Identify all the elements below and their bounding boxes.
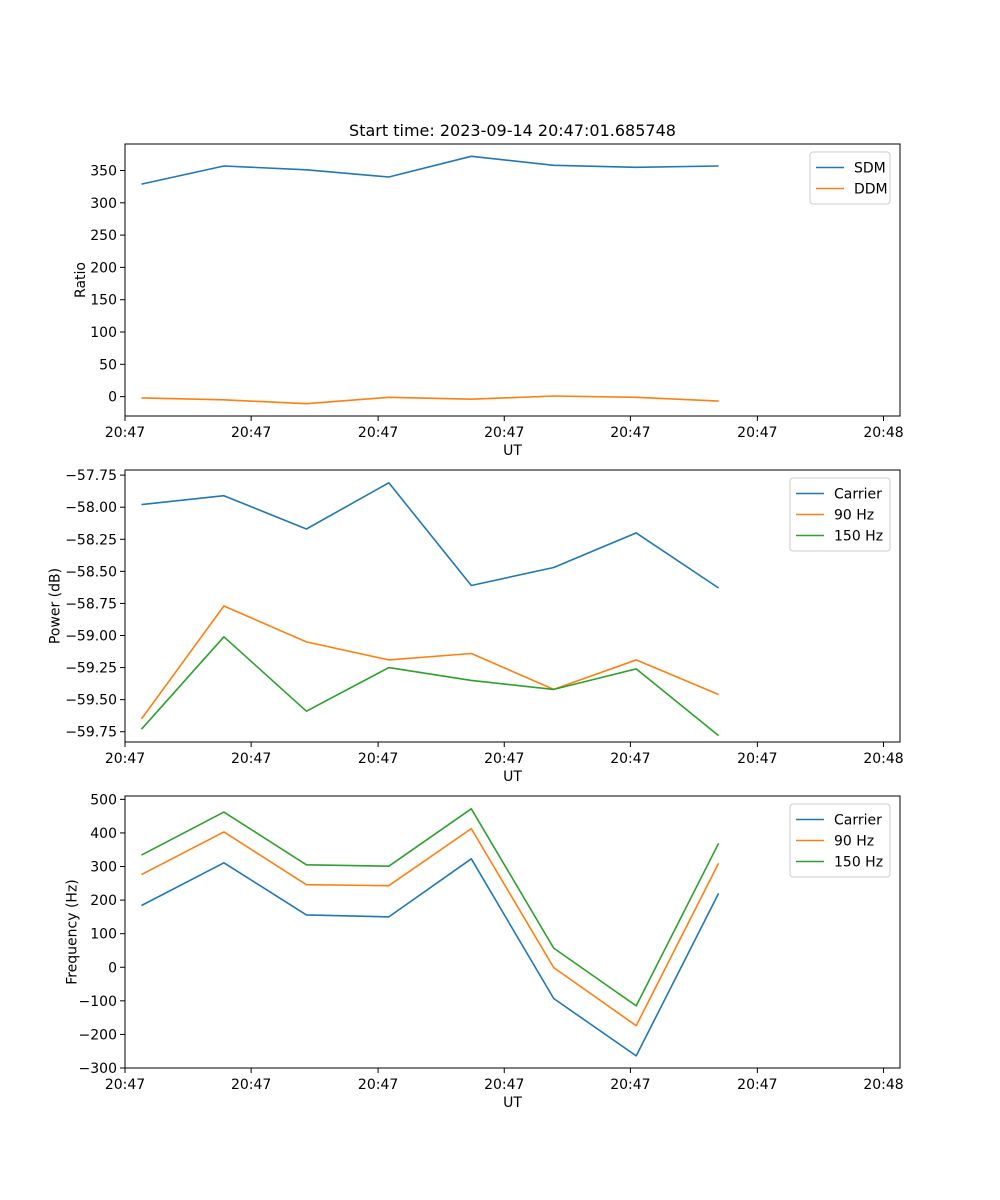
legend-entry: 90 Hz bbox=[834, 834, 874, 850]
x-axis-label: UT bbox=[503, 1095, 522, 1111]
x-tick-label: 20:47 bbox=[737, 751, 777, 767]
y-tick-label: −59.75 bbox=[65, 725, 117, 741]
y-tick-label: −100 bbox=[79, 994, 117, 1010]
x-axis-label: UT bbox=[503, 769, 522, 785]
y-tick-label: −59.25 bbox=[65, 661, 117, 677]
y-tick-label: −58.50 bbox=[65, 564, 117, 580]
x-tick-label: 20:47 bbox=[358, 425, 398, 441]
legend-entry: DDM bbox=[854, 182, 888, 198]
axes-frame bbox=[124, 795, 901, 1069]
legend-entry: 90 Hz bbox=[834, 508, 874, 524]
y-tick-label: 300 bbox=[90, 860, 117, 876]
y-tick-label: −300 bbox=[79, 1061, 117, 1077]
x-tick-label: 20:47 bbox=[737, 425, 777, 441]
legend-box bbox=[789, 803, 891, 878]
x-tick-label: 20:47 bbox=[610, 1077, 650, 1093]
y-tick-label: −59.50 bbox=[65, 693, 117, 709]
x-tick-label: 20:47 bbox=[484, 751, 524, 767]
x-tick-label: 20:47 bbox=[231, 751, 271, 767]
axes-frame bbox=[124, 143, 901, 417]
legend: SDM DDM bbox=[809, 151, 891, 205]
y-tick-label: 400 bbox=[90, 826, 117, 842]
legend-entry: Carrier bbox=[834, 813, 882, 829]
x-tick-label: 20:47 bbox=[737, 1077, 777, 1093]
x-tick-label: 20:47 bbox=[105, 425, 145, 441]
y-tick-label: 200 bbox=[90, 260, 117, 276]
y-tick-label: 100 bbox=[90, 927, 117, 943]
y-tick-label: 0 bbox=[108, 390, 117, 406]
y-tick-label: −57.75 bbox=[65, 468, 117, 484]
y-tick-label: 0 bbox=[108, 960, 117, 976]
legend-box bbox=[809, 151, 891, 205]
x-tick-label: 20:47 bbox=[610, 425, 650, 441]
legend-entry: 150 Hz bbox=[834, 529, 883, 545]
y-axis-label: Ratio bbox=[73, 262, 89, 298]
x-tick-label: 20:47 bbox=[484, 1077, 524, 1093]
chart-title: Start time: 2023-09-14 20:47:01.685748 bbox=[349, 121, 676, 140]
y-tick-label: 150 bbox=[90, 293, 117, 309]
x-tick-label: 20:48 bbox=[863, 751, 903, 767]
y-tick-label: 100 bbox=[90, 325, 117, 341]
x-tick-label: 20:47 bbox=[358, 751, 398, 767]
y-tick-label: −58.75 bbox=[65, 596, 117, 612]
x-tick-label: 20:47 bbox=[105, 1077, 145, 1093]
y-tick-label: −200 bbox=[79, 1027, 117, 1043]
series-line-sdm bbox=[141, 155, 719, 185]
series-line-carrier bbox=[141, 857, 720, 1057]
legend: Carrier 90 Hz 150 Hz bbox=[789, 477, 891, 552]
series-line-150-hz bbox=[140, 635, 720, 737]
x-tick-label: 20:47 bbox=[231, 425, 271, 441]
y-tick-label: 300 bbox=[90, 196, 117, 212]
x-tick-label: 20:47 bbox=[610, 751, 650, 767]
y-axis-label: Power (dB) bbox=[47, 568, 63, 644]
y-tick-label: 200 bbox=[90, 893, 117, 909]
y-tick-label: −59.00 bbox=[65, 629, 117, 645]
series-line-150-hz bbox=[141, 807, 720, 1007]
series-line-carrier bbox=[141, 481, 720, 589]
y-tick-label: 350 bbox=[90, 163, 117, 179]
x-tick-label: 20:47 bbox=[231, 1077, 271, 1093]
legend-entry: 150 Hz bbox=[834, 855, 883, 871]
power-panel: −57.75 −58.00 −58.25 −58.50 −58.75 −59.00 −59.… bbox=[47, 468, 903, 785]
x-tick-label: 20:48 bbox=[863, 1077, 903, 1093]
series-line-90-hz bbox=[140, 605, 719, 720]
legend-entry: SDM bbox=[854, 161, 886, 177]
ratio-panel: 0 50 100 150 200 250 300 350 20:47 20:47 20:47 20:4… bbox=[73, 121, 903, 459]
x-axis-label: UT bbox=[503, 443, 522, 459]
legend: Carrier 90 Hz 150 Hz bbox=[789, 803, 891, 878]
x-tick-label: 20:47 bbox=[484, 425, 524, 441]
y-tick-label: −58.25 bbox=[65, 532, 117, 548]
y-tick-label: 250 bbox=[90, 228, 117, 244]
axes-frame bbox=[124, 469, 901, 743]
y-tick-label: 50 bbox=[99, 357, 117, 373]
y-tick-label: 500 bbox=[90, 792, 117, 808]
series-line-ddm bbox=[141, 395, 719, 405]
series-line-90-hz bbox=[141, 827, 720, 1027]
x-tick-label: 20:47 bbox=[358, 1077, 398, 1093]
legend-entry: Carrier bbox=[834, 487, 882, 503]
y-axis-label: Frequency (Hz) bbox=[65, 879, 81, 985]
legend-box bbox=[789, 477, 891, 552]
y-tick-label: −58.00 bbox=[65, 500, 117, 516]
x-tick-label: 20:47 bbox=[105, 751, 145, 767]
x-tick-label: 20:48 bbox=[863, 425, 903, 441]
